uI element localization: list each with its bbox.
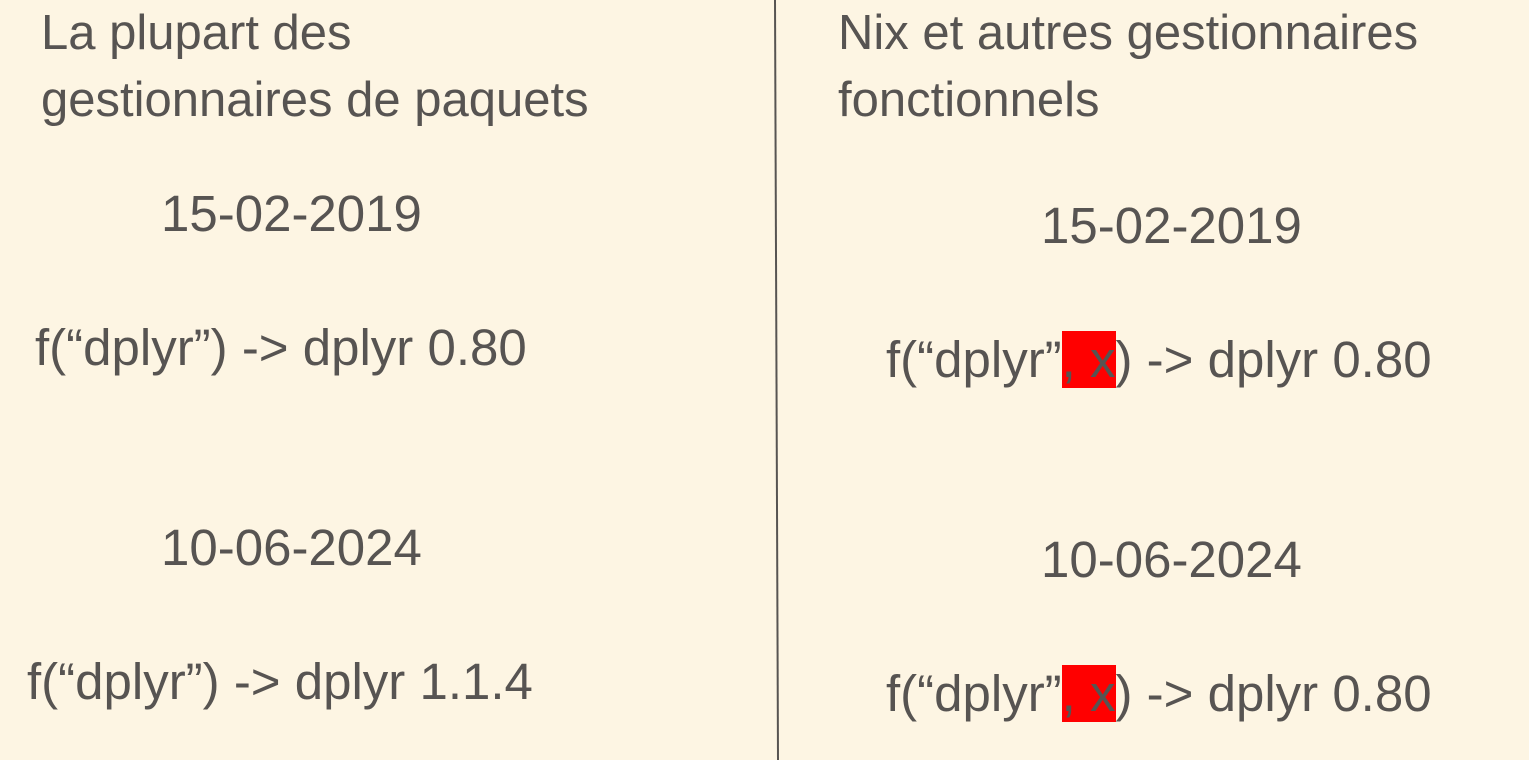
left-heading-line2: gestionnaires de paquets bbox=[41, 73, 589, 127]
right-expression-2-prefix: f(“dplyr” bbox=[886, 665, 1062, 722]
right-expression-2-suffix: ) -> dplyr 0.80 bbox=[1115, 665, 1432, 722]
right-expression-2-highlight: , x bbox=[1061, 665, 1116, 722]
right-date-1: 15-02-2019 bbox=[1041, 197, 1302, 254]
right-expression-2: f(“dplyr”, x) -> dplyr 0.80 bbox=[886, 665, 1432, 722]
left-date-2: 10-06-2024 bbox=[161, 519, 422, 576]
right-expression-1-suffix: ) -> dplyr 0.80 bbox=[1115, 331, 1432, 388]
right-date-2: 10-06-2024 bbox=[1041, 531, 1302, 588]
right-expression-1-prefix: f(“dplyr” bbox=[886, 331, 1062, 388]
right-heading-line1: Nix et autres gestionnaires bbox=[838, 6, 1419, 60]
right-expression-1-highlight: , x bbox=[1061, 331, 1116, 388]
left-date-1: 15-02-2019 bbox=[161, 185, 422, 242]
left-expression-2: f(“dplyr”) -> dplyr 1.1.4 bbox=[27, 653, 533, 710]
left-heading: La plupart des gestionnaires de paquets bbox=[41, 0, 589, 134]
left-expression-1: f(“dplyr”) -> dplyr 0.80 bbox=[35, 319, 527, 376]
left-heading-line1: La plupart des bbox=[41, 6, 352, 60]
right-heading-line2: fonctionnels bbox=[838, 73, 1100, 127]
right-expression-1: f(“dplyr”, x) -> dplyr 0.80 bbox=[886, 331, 1432, 388]
right-heading: Nix et autres gestionnaires fonctionnels bbox=[838, 0, 1418, 134]
